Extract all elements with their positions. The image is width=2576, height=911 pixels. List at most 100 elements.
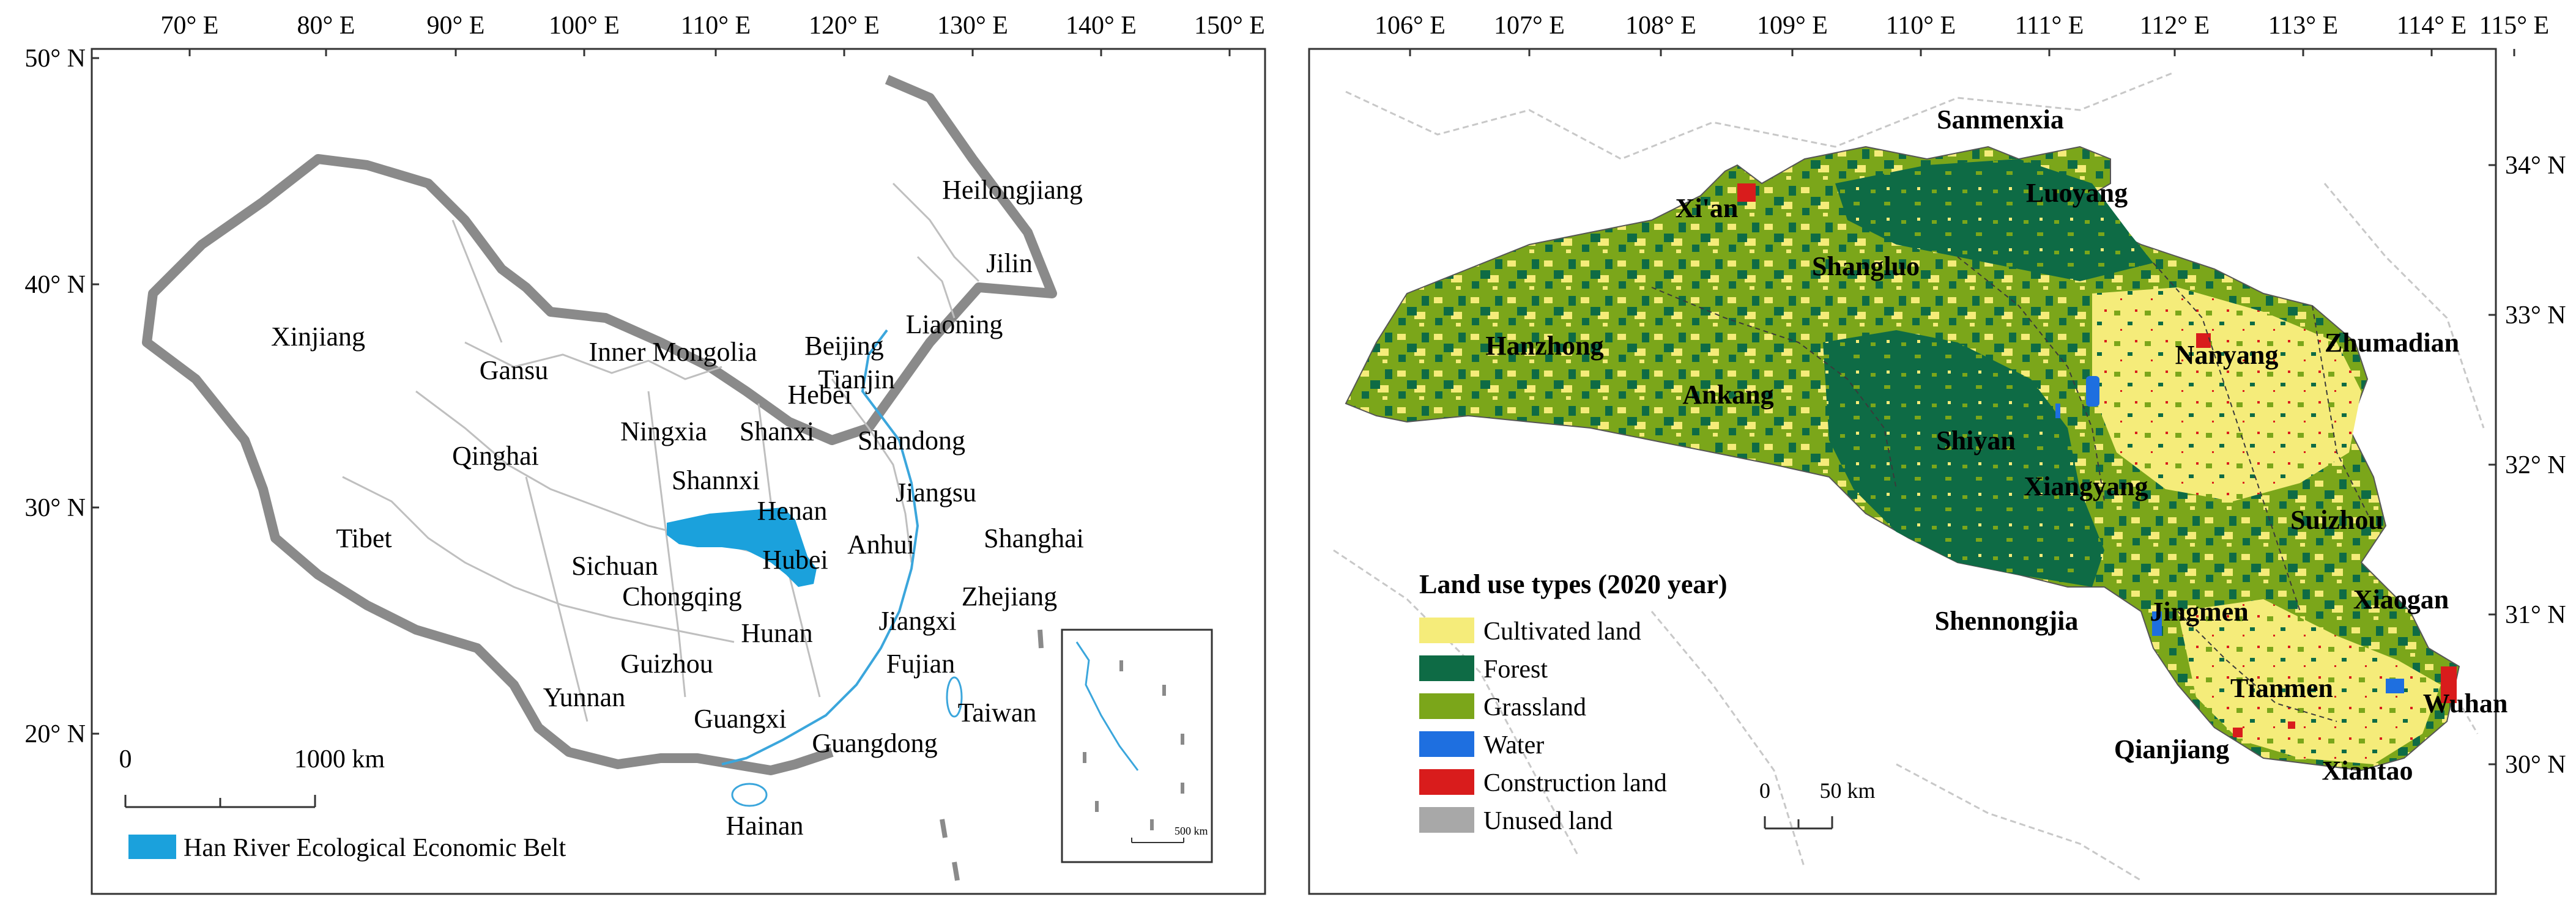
province-label: Guangdong <box>812 728 937 758</box>
lon-tick-label: 150° E <box>1194 12 1265 40</box>
province-label: Hunan <box>741 618 812 648</box>
city-label: Xiantao <box>2322 756 2413 786</box>
lon-tick-label: 106° E <box>1375 12 1446 40</box>
lon-tick-label: 80° E <box>297 12 355 40</box>
province-label: Guizhou <box>620 649 713 679</box>
han-river-legend-swatch <box>128 835 176 859</box>
left-legend: Han River Ecological Economic Belt <box>128 834 566 862</box>
city-label: Nanyang <box>2175 340 2279 370</box>
lat-tick-label: 20° N <box>24 720 86 748</box>
lon-tick-label: 109° E <box>1757 12 1828 40</box>
city-label: Wuhan <box>2423 688 2508 718</box>
province-label: Gansu <box>480 355 548 385</box>
lon-tick-label: 100° E <box>549 12 620 40</box>
study-area-cultivated <box>2092 287 2361 501</box>
coastline <box>721 329 919 765</box>
city-label: Shiyan <box>1936 426 2016 456</box>
lat-tick-label: 32° N <box>2505 451 2566 479</box>
province-label: Heilongjiang <box>942 175 1083 205</box>
hainan-island <box>731 783 768 807</box>
province-label: Shanxi <box>740 416 814 446</box>
province-label: Jiangxi <box>878 606 956 636</box>
city-label: Jingmen <box>2150 597 2248 627</box>
province-label: Beijing <box>804 331 884 361</box>
province-label: Hainan <box>726 811 803 841</box>
right-panel: 106° E 107° E 108° E 109° E 110° E 111° E 112°… <box>1308 12 2566 895</box>
province-label: Guangxi <box>694 704 787 734</box>
left-latitude-ticks: 50° N 40° N 30° N 20° N <box>24 45 99 748</box>
admin-boundaries <box>1333 72 2485 882</box>
city-label: Xiaogan <box>2353 585 2449 614</box>
left-longitude-ticks: 70° E 80° E 90° E 100° E 110° E 120° E 130° E 1… <box>161 12 1265 56</box>
province-label: Shanghai <box>984 523 1084 553</box>
lat-tick-label: 30° N <box>2505 751 2566 779</box>
left-scale-bar: 0 1000 km <box>119 745 385 808</box>
china-outline <box>142 75 1057 775</box>
city-label: Ankang <box>1682 380 1773 410</box>
legend-swatch <box>1419 769 1474 795</box>
province-label: Liaoning <box>906 309 1003 339</box>
city-labels: Sanmenxia Xi'an Luoyang Shangluo Hanzhong Nan… <box>1485 105 2507 786</box>
lon-tick-label: 113° E <box>2268 12 2338 40</box>
nine-dash-line <box>940 629 1044 881</box>
lon-tick-label: 110° E <box>681 12 751 40</box>
inset-dashes <box>1083 660 1184 830</box>
province-label: Qinghai <box>452 441 539 471</box>
lat-tick-label: 50° N <box>24 45 86 73</box>
province-label: Anhui <box>847 529 915 559</box>
lon-tick-label: 107° E <box>1494 12 1565 40</box>
land-use-legend: Land use types (2020 year) Cultivated la… <box>1419 569 1728 835</box>
province-label: Ningxia <box>620 416 707 446</box>
study-area-forest-north <box>1835 159 2153 281</box>
city-label: Shennongjia <box>1935 606 2079 636</box>
province-label: Zhejiang <box>962 581 1057 611</box>
construction-land <box>1737 183 2457 737</box>
city-label: Qianjiang <box>2114 734 2229 764</box>
lon-tick-label: 140° E <box>1066 12 1137 40</box>
province-label: Chongqing <box>622 581 742 611</box>
province-label: Tibet <box>336 523 392 553</box>
province-label: Hubei <box>762 545 828 575</box>
province-label: Jiangsu <box>896 478 976 507</box>
province-label: Taiwan <box>958 698 1037 728</box>
city-label: Luoyang <box>2026 178 2128 208</box>
water-bodies <box>2055 376 2404 693</box>
lon-tick-label: 70° E <box>161 12 219 40</box>
city-label: Suizhou <box>2290 505 2383 535</box>
province-label: Shandong <box>858 426 965 456</box>
legend-swatch <box>1419 655 1474 681</box>
taiwan-island <box>946 676 963 718</box>
province-label: Shannxi <box>672 465 760 495</box>
legend-swatch <box>1419 693 1474 719</box>
city-label: Zhumadian <box>2325 328 2459 358</box>
han-river-belt-region <box>667 507 817 587</box>
right-scale-bar: 0 50 km <box>1759 778 1876 830</box>
han-river-legend-label: Han River Ecological Economic Belt <box>184 834 566 862</box>
legend-swatch <box>1419 807 1474 833</box>
right-scale-end: 50 km <box>1819 778 1875 803</box>
province-label: Sichuan <box>571 551 658 581</box>
lat-tick-label: 34° N <box>2505 152 2566 180</box>
province-label: Fujian <box>886 649 955 679</box>
lat-tick-label: 33° N <box>2505 301 2566 330</box>
province-label: Henan <box>757 496 828 526</box>
lat-tick-label: 40° N <box>24 271 86 299</box>
province-label: Hebei <box>787 380 852 410</box>
study-area-cultivated-south <box>2178 599 2441 764</box>
lat-tick-label: 30° N <box>24 494 86 522</box>
lon-tick-label: 114° E <box>2397 12 2467 40</box>
lon-tick-label: 111° E <box>2015 12 2084 40</box>
province-label: Jilin <box>986 248 1033 278</box>
district-boundaries <box>1651 256 2374 722</box>
city-label: Tianmen <box>2230 673 2333 703</box>
province-labels: Heilongjiang Jilin Liaoning Xinjiang Gansu In… <box>271 175 1084 841</box>
province-label: Tianjin <box>818 364 895 394</box>
study-area-forest <box>1823 330 2104 587</box>
legend-item-label: Unused land <box>1483 807 1613 835</box>
legend-swatch <box>1419 731 1474 757</box>
legend-item-label: Forest <box>1483 655 1548 684</box>
legend-item-label: Construction land <box>1483 769 1667 797</box>
city-label: Xiangyang <box>2024 471 2148 501</box>
province-label: Xinjiang <box>271 322 365 352</box>
